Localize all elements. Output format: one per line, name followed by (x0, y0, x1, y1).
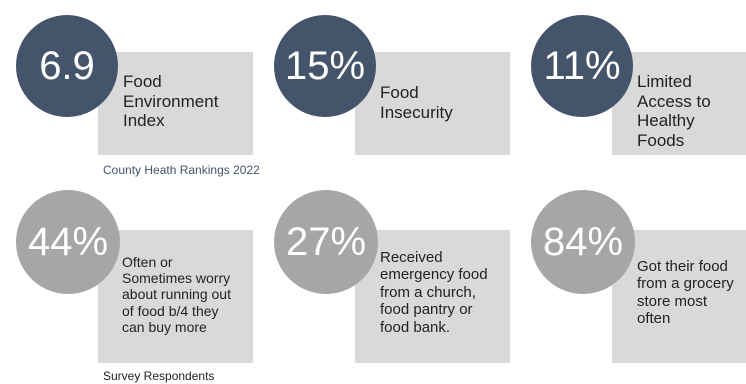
stat-box (355, 52, 510, 155)
stat-label: Food Insecurity (380, 83, 453, 122)
stat-label: Often or Sometimes worry about running o… (122, 254, 231, 335)
stat-circle: 11% (531, 15, 633, 117)
stat-circle: 15% (274, 15, 376, 117)
stat-circle: 6.9 (16, 15, 118, 117)
stat-label: Received emergency food from a church, f… (380, 249, 488, 336)
stat-box (612, 52, 746, 155)
stat-box (612, 230, 746, 363)
stat-value: 11% (543, 43, 621, 88)
stat-circle: 44% (16, 190, 120, 294)
stat-circle: 84% (531, 190, 635, 294)
stat-label: Got their food from a grocery store most… (637, 258, 734, 328)
bottom-source-note: Survey Respondents (103, 369, 215, 383)
stat-box (98, 230, 253, 363)
stat-value: 15% (284, 43, 366, 88)
stat-box (98, 52, 253, 155)
stat-circle: 27% (274, 190, 378, 294)
stat-value: 44% (27, 219, 109, 264)
stat-value: 6.9 (39, 43, 95, 88)
stat-box (355, 230, 510, 363)
stat-label: Food Environment Index (123, 72, 219, 131)
stat-value: 84% (542, 219, 624, 264)
stat-label: Limited Access to Healthy Foods (637, 72, 711, 151)
stat-value: 27% (285, 219, 367, 264)
top-source-note: County Heath Rankings 2022 (103, 163, 260, 177)
